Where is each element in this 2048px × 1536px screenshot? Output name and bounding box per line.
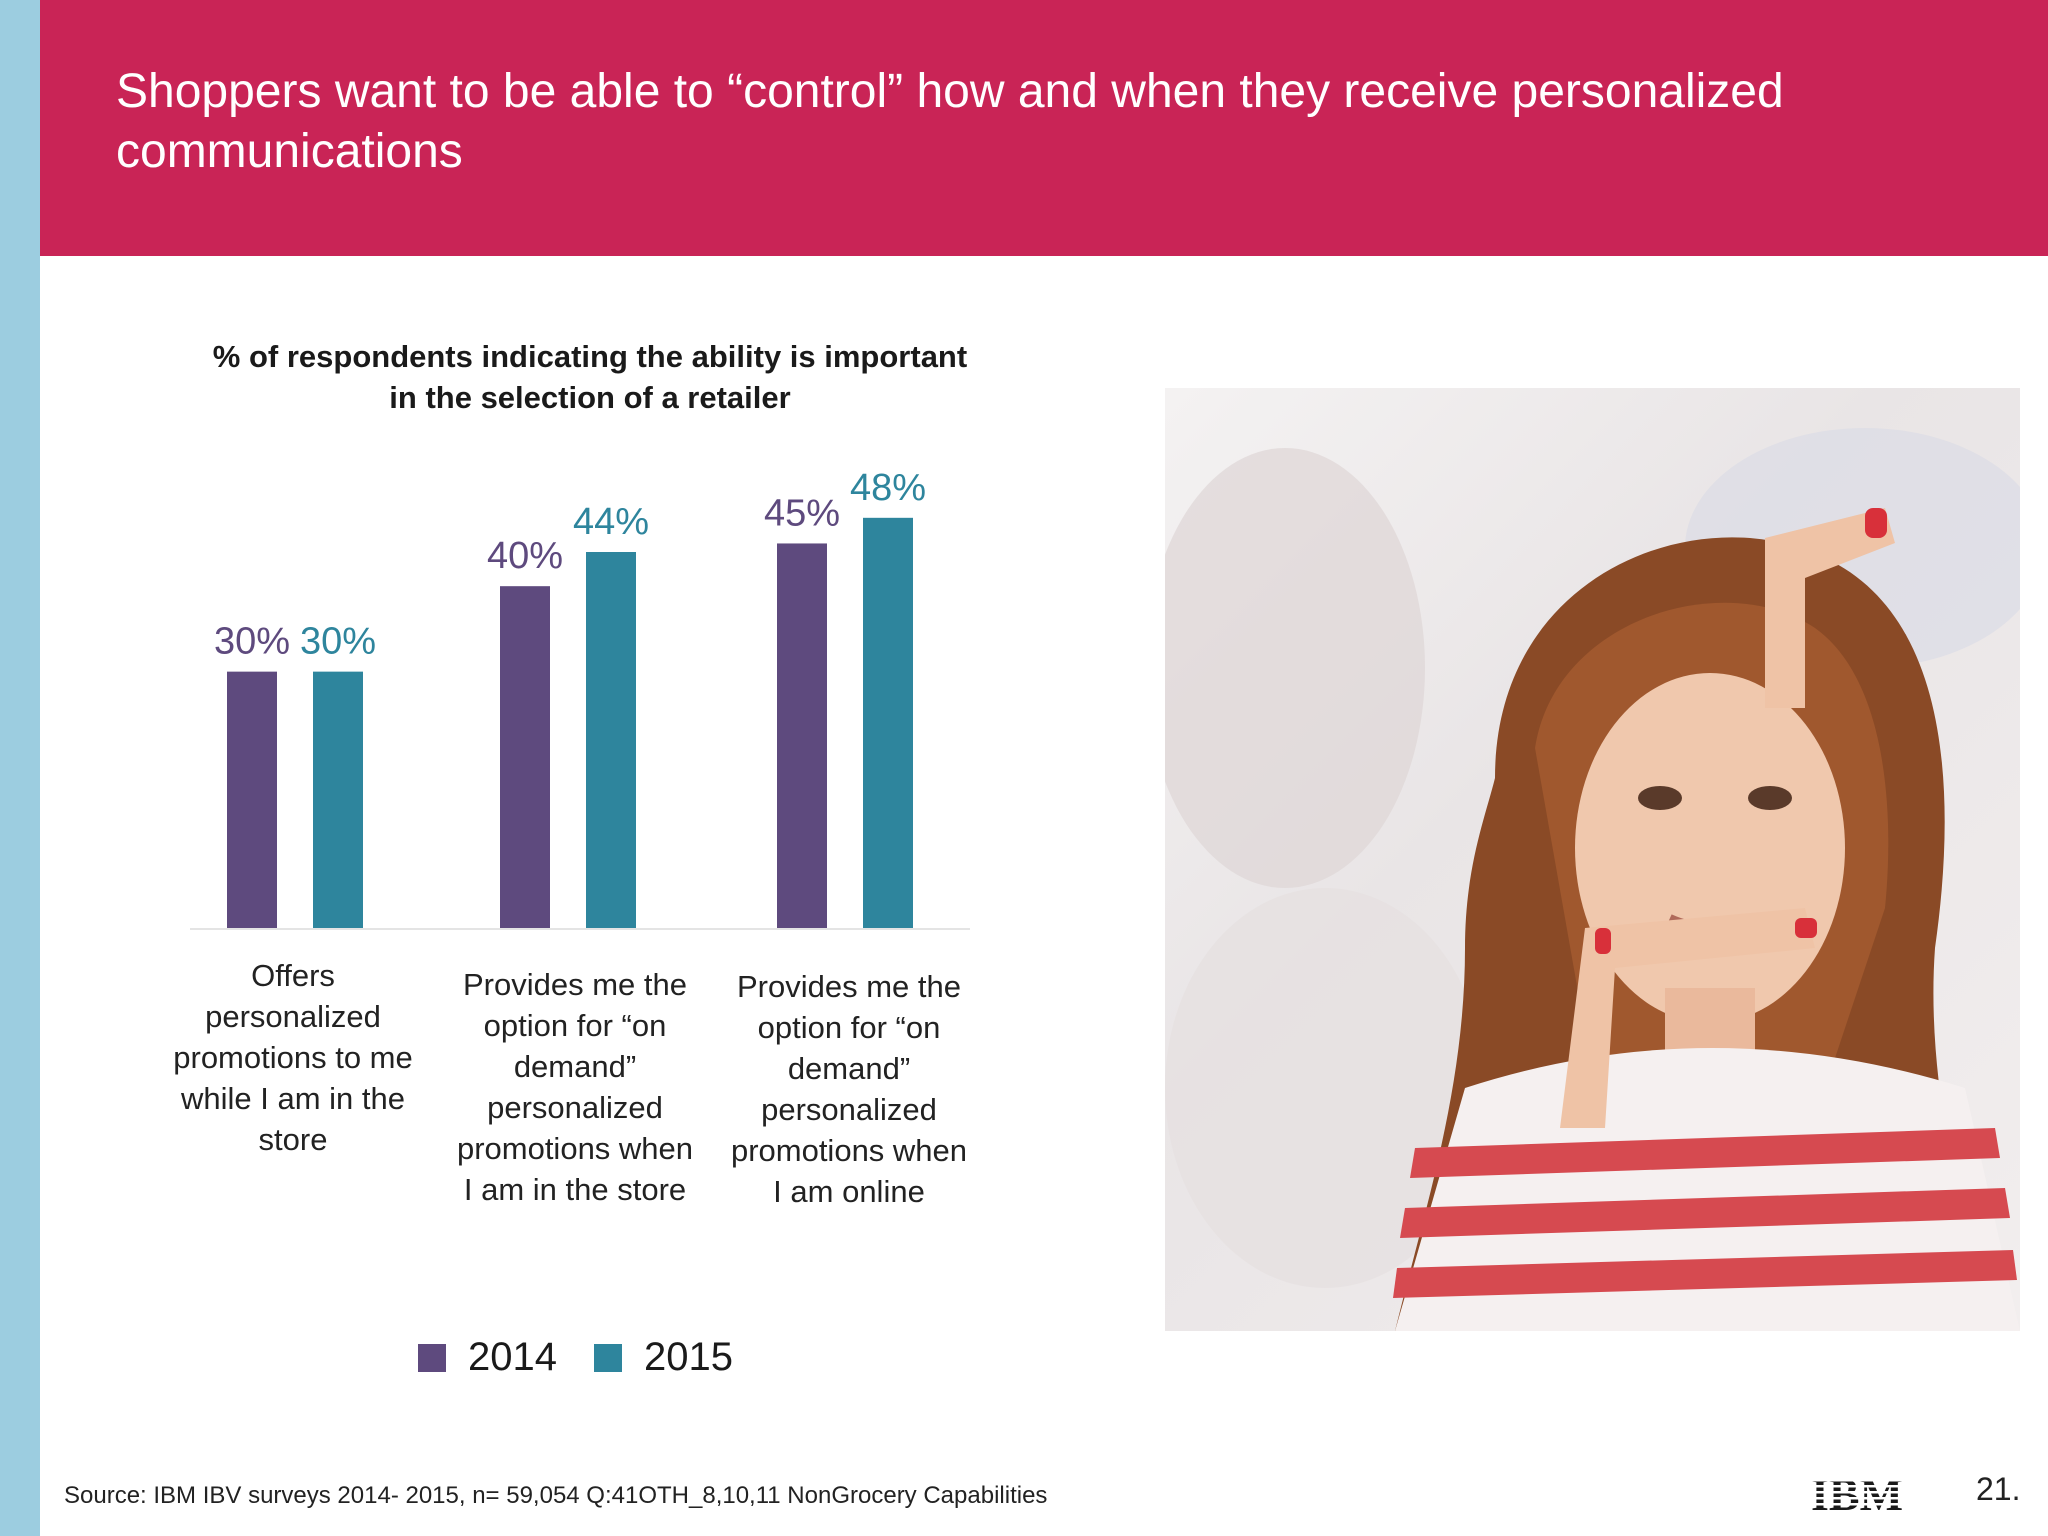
bar-2014-3 [777, 543, 827, 928]
data-label-2014-2: 40% [487, 535, 563, 577]
legend-swatch-2015 [594, 1344, 622, 1372]
svg-text:IBM: IBM [1811, 1470, 1903, 1516]
data-label-2015-2: 44% [573, 501, 649, 543]
legend-label-2014: 2014 [468, 1335, 557, 1379]
source-note: Source: IBM IBV surveys 2014- 2015, n= 5… [64, 1482, 1048, 1509]
legend-label-2015: 2015 [644, 1335, 733, 1379]
data-label-2015-1: 30% [300, 621, 376, 663]
bar-chart: 30% 40% 45% 30% 44% 48% [190, 467, 970, 930]
ibm-logo: IBM [1802, 1469, 1912, 1521]
woman-photo [1165, 388, 2020, 1331]
category-label-1: Offers personalized promotions to me whi… [173, 958, 413, 1157]
bar-2014-2 [500, 586, 550, 928]
bar-2015-1 [313, 671, 363, 928]
left-accent-stripe [0, 0, 40, 1536]
slide-header: Shoppers want to be able to “control” ho… [40, 0, 2048, 256]
category-label-2: Provides me the option for “on demand” p… [456, 967, 694, 1207]
bar-2014-1 [227, 671, 277, 928]
bar-2015-3 [863, 517, 913, 928]
data-label-2014-1: 30% [214, 621, 290, 663]
bar-2015-2 [586, 552, 636, 928]
data-label-2015-3: 48% [850, 467, 926, 509]
category-label-3: Provides me the option for “on demand” p… [730, 969, 968, 1209]
legend-swatch-2014 [418, 1344, 446, 1372]
data-label-2014-3: 45% [764, 492, 840, 534]
page-number: 21. [1976, 1471, 2021, 1507]
slide-title: Shoppers want to be able to “control” ho… [116, 65, 1784, 178]
chart-title: % of respondents indicating the ability … [212, 339, 968, 415]
